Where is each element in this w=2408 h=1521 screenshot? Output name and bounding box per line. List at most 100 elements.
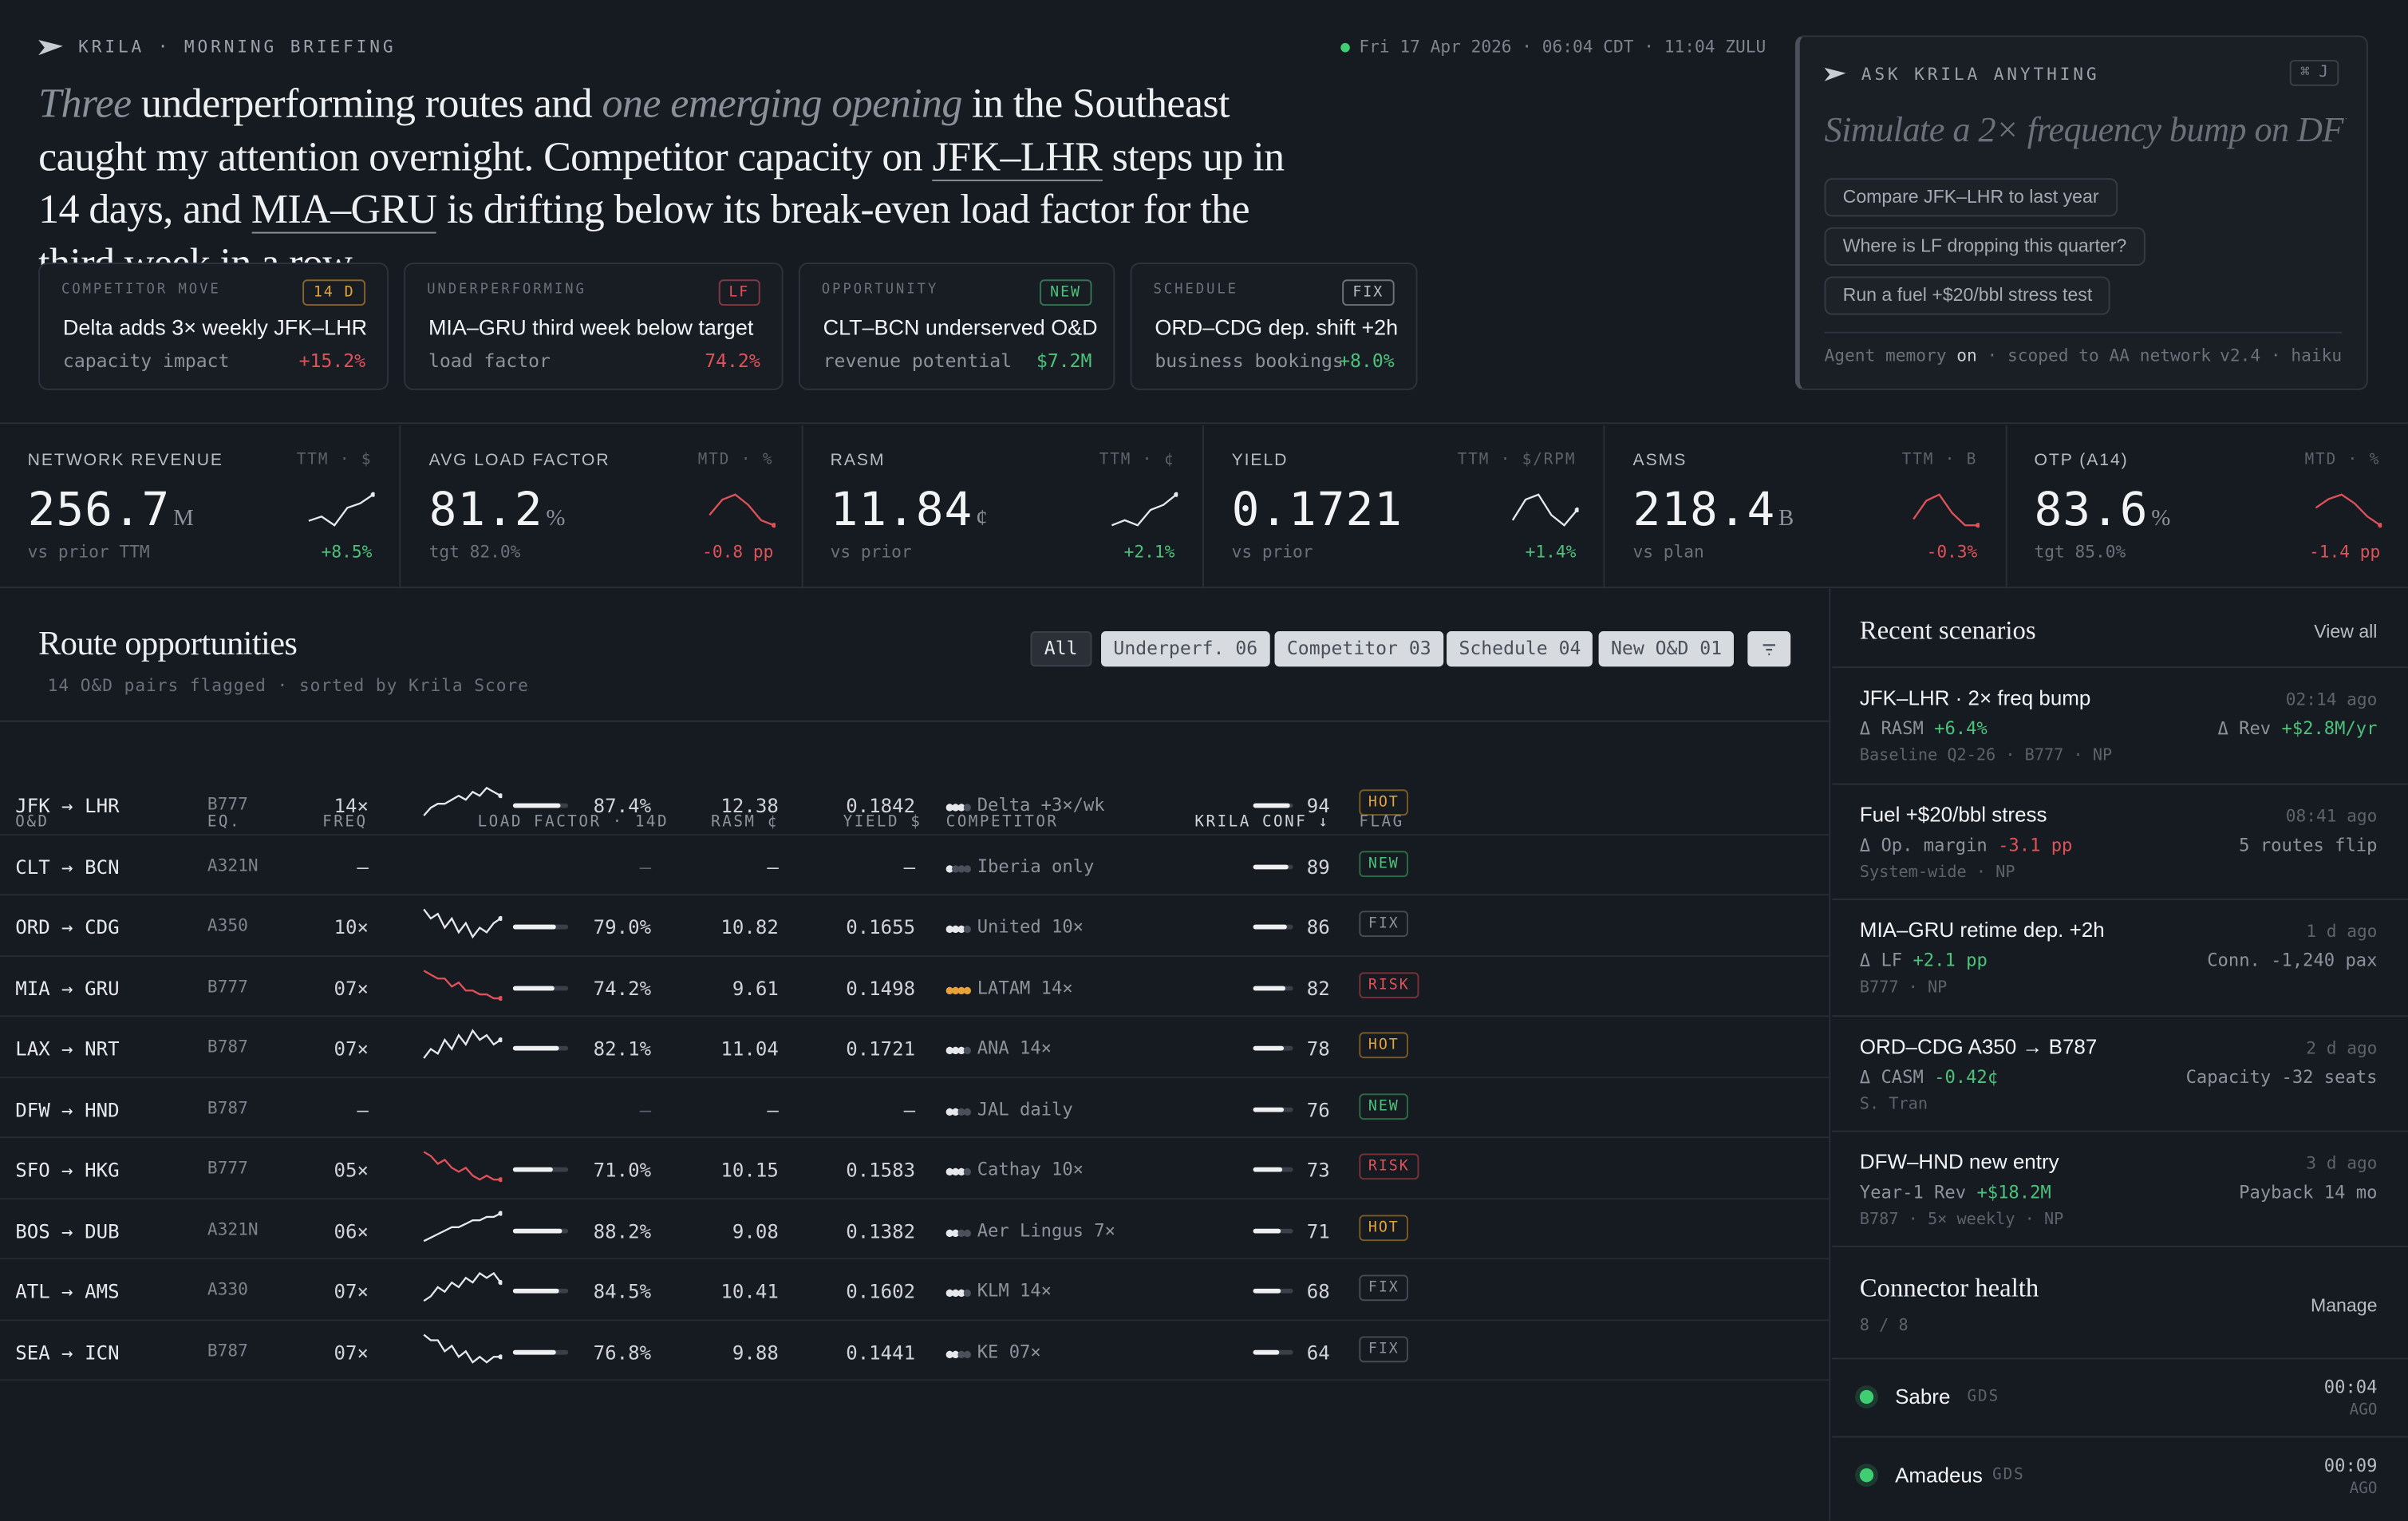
route-od[interactable]: JFK → LHR: [15, 794, 120, 817]
briefing-card[interactable]: COMPETITOR MOVE 14 D Delta adds 3× weekly …: [38, 263, 389, 390]
latency-value: 00:04: [2323, 1376, 2378, 1398]
flag-badge[interactable]: NEW: [1359, 850, 1409, 877]
table-row[interactable]: CLT → BCN A321N — — — — ●●●● Iberia only 89 NEW: [0, 835, 1831, 896]
kpi-tile[interactable]: RASM TTM · ¢ 11.84 ¢ vs prior +2.1%: [803, 425, 1204, 589]
col-freq[interactable]: FREQ: [322, 814, 368, 832]
clock-readout: Fri 17 Apr 2026 · 06:04 CDT · 11:04 ZULU: [1340, 37, 1766, 57]
headline-emph-1: Three: [38, 80, 132, 126]
col-od[interactable]: O&D: [15, 814, 49, 832]
conf-bar: [1253, 803, 1293, 808]
col-krila-conf[interactable]: KRILA CONF ↓: [1194, 814, 1330, 832]
scenario-meta: Baseline Q2-26 · B777 · NP: [1859, 746, 2113, 765]
lf-bar-fill: [512, 924, 557, 930]
table-row[interactable]: MIA → GRU B777 07× 74.2% 9.61 0.1498 ●●●● LATAM…: [0, 956, 1831, 1017]
kpi-title: OTP (A14): [2034, 451, 2129, 470]
ask-input[interactable]: Simulate a 2× frequency bump on DFW–HND: [1824, 110, 2347, 149]
memory-state[interactable]: on: [1956, 346, 1977, 366]
flag-badge[interactable]: HOT: [1359, 1214, 1409, 1241]
table-row[interactable]: DFW → HND B787— — — — ●●●● JAL daily 76 NEW: [0, 1077, 1831, 1139]
scenario-item[interactable]: DFW–HND new entry 3 d ago Year-1 Rev +$18.…: [1832, 1130, 2408, 1247]
lf-bar-fill: [512, 1227, 562, 1233]
flag-badge[interactable]: FIX: [1359, 1274, 1409, 1302]
suggestion-chip[interactable]: Run a fuel +$20/bbl stress test: [1824, 276, 2111, 315]
table-row[interactable]: ORD → CDG A350 10× 79.0% 10.82 0.1655 ●●●● Unit…: [0, 895, 1831, 957]
col-flag[interactable]: FLAG: [1359, 814, 1404, 832]
kpi-sparkline-end-dot: [1173, 492, 1178, 497]
scenario-item[interactable]: ORD–CDG A350 → B787 2 d ago Δ CASM -0.42¢ C…: [1832, 1014, 2408, 1131]
competitor-strength-dots: ●●●●: [946, 1340, 971, 1361]
table-row[interactable]: LAX → NRT B787 07× 82.1% 11.04 0.1721 ●●●● ANA …: [0, 1017, 1831, 1078]
col-yield[interactable]: YIELD $: [843, 814, 922, 832]
ask-panel[interactable]: ASK KRILA ANYTHING ⌘ J Simulate a 2× fre…: [1794, 35, 2368, 390]
manage-link[interactable]: Manage: [2310, 1294, 2378, 1317]
route-load-factor: 79.0%: [593, 915, 652, 938]
briefing-card[interactable]: UNDERPERFORMING LF MIA–GRU third week belo…: [404, 263, 784, 390]
kpi-unit: MTD · %: [697, 451, 774, 469]
route-od[interactable]: ORD → CDG: [15, 915, 120, 938]
route-od[interactable]: LAX → NRT: [15, 1037, 120, 1061]
table-row[interactable]: BOS → DUB A321N 06× 88.2% 9.08 0.1382 ●●●● Aer …: [0, 1199, 1831, 1260]
filter-competitor[interactable]: Competitor 03: [1274, 631, 1444, 667]
table-row[interactable]: JFK → LHR B777 14× 87.4% 12.38 0.1842 ●●●● Delt…: [0, 774, 1831, 836]
filter-all[interactable]: All: [1030, 631, 1091, 667]
lf-trend: [422, 1210, 503, 1243]
filter-schedule[interactable]: Schedule 04: [1447, 631, 1593, 667]
headline-route-link-2[interactable]: MIA–GRU: [251, 185, 437, 234]
filter-icon[interactable]: [1747, 631, 1791, 667]
route-od[interactable]: DFW → HND: [15, 1097, 120, 1121]
scenario-item[interactable]: Fuel +$20/bbl stress 08:41 ago Δ Op. margi…: [1832, 782, 2408, 899]
briefing-card[interactable]: SCHEDULE FIX ORD–CDG dep. shift +2h busines…: [1130, 263, 1418, 390]
kpi-tile[interactable]: YIELD TTM · $/RPM 0.1721 vs prior +1.4%: [1204, 425, 1605, 589]
route-od[interactable]: ATL → AMS: [15, 1279, 120, 1303]
filter-underperf[interactable]: Underperf. 06: [1101, 631, 1270, 667]
conf-bar: [1253, 1167, 1293, 1172]
scenario-name: MIA–GRU retime dep. +2h: [1859, 918, 2105, 942]
route-od[interactable]: SEA → ICN: [15, 1340, 120, 1364]
col-eq[interactable]: EQ.: [207, 814, 242, 832]
table-row[interactable]: SEA → ICN B787 07× 76.8% 9.88 0.1441 ●●●● KE 07…: [0, 1320, 1831, 1381]
connector-row[interactable]: Sabre GDS 00:04 AGO: [1832, 1357, 2408, 1434]
view-all-link[interactable]: View all: [2314, 620, 2378, 642]
route-load-factor: 76.8%: [593, 1340, 652, 1364]
route-yield: 0.1655: [846, 915, 916, 938]
flag-badge[interactable]: FIX: [1359, 1335, 1409, 1362]
scenario-item[interactable]: JFK–LHR · 2× freq bump 02:14 ago Δ RASM +6…: [1832, 666, 2408, 783]
flag-badge[interactable]: RISK: [1359, 1153, 1419, 1180]
route-od[interactable]: CLT → BCN: [15, 855, 120, 878]
flag-badge[interactable]: RISK: [1359, 971, 1419, 998]
route-od[interactable]: MIA → GRU: [15, 976, 120, 1000]
metric-label: Year-1 Rev: [1859, 1181, 1967, 1203]
route-od[interactable]: SFO → HKG: [15, 1158, 120, 1182]
route-opportunities-panel: Route opportunities 14 O&D pairs flagged…: [0, 588, 1831, 1521]
card-metric-label: business bookings: [1155, 350, 1344, 372]
scenario-item[interactable]: MIA–GRU retime dep. +2h 1 d ago Δ LF +2.1 …: [1832, 898, 2408, 1015]
kpi-delta: -1.4 pp: [2308, 542, 2381, 563]
table-row[interactable]: ATL → AMS A330 07× 84.5% 10.41 0.1602 ●●●● KLM …: [0, 1259, 1831, 1321]
kpi-tile[interactable]: OTP (A14) MTD · % 83.6% tgt 85.0% -1.4 pp: [2007, 425, 2408, 588]
route-competitor: ●●●● Delta +3×/wk: [946, 794, 1105, 816]
headline-route-link-1[interactable]: JFK–LHR: [932, 132, 1103, 181]
lf-sparkline: [423, 908, 503, 939]
kpi-tile[interactable]: AVG LOAD FACTOR MTD · % 81.2% tgt 82.0% -0.8…: [401, 425, 803, 589]
flag-badge[interactable]: NEW: [1359, 1092, 1409, 1120]
col-load-factor[interactable]: LOAD FACTOR · 14D: [477, 814, 669, 832]
kpi-sparkline-end-dot: [1574, 507, 1579, 513]
flag-badge[interactable]: FIX: [1359, 911, 1409, 938]
table-row[interactable]: SFO → HKG B777 05× 71.0% 10.15 0.1583 ●●●● Cath…: [0, 1138, 1831, 1199]
briefing-card[interactable]: OPPORTUNITY NEW CLT–BCN underserved O&D rev…: [798, 263, 1115, 390]
flag-badge[interactable]: HOT: [1359, 1032, 1409, 1059]
suggestion-chip[interactable]: Where is LF dropping this quarter?: [1824, 227, 2145, 266]
lf-sparkline-end-dot: [498, 793, 503, 799]
col-rasm[interactable]: RASM ¢: [711, 814, 779, 832]
scenario-time: 02:14 ago: [2285, 689, 2378, 710]
col-competitor[interactable]: COMPETITOR: [945, 814, 1059, 832]
filter-new-od[interactable]: New O&D 01: [1598, 631, 1735, 667]
connector-row[interactable]: Amadeus GDS 00:09 AGO: [1832, 1436, 2408, 1513]
flag-badge[interactable]: HOT: [1359, 789, 1409, 816]
lf-trend: [422, 1149, 503, 1183]
lf-sparkline-line: [423, 908, 502, 939]
suggestion-chip[interactable]: Compare JFK–LHR to last year: [1824, 178, 2118, 217]
route-od[interactable]: BOS → DUB: [15, 1219, 120, 1242]
